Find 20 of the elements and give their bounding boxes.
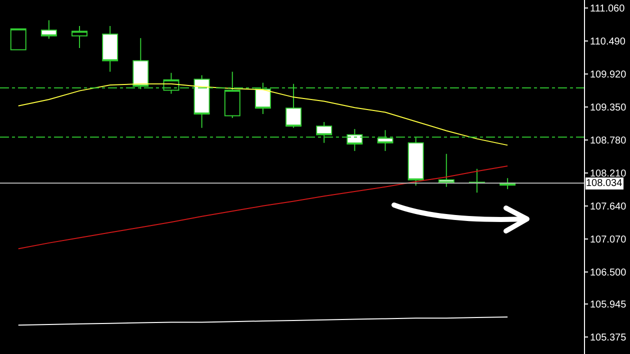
y-tick-label: 105.375	[590, 332, 627, 344]
line-series	[18, 166, 508, 250]
y-tick-label: 108.210	[590, 168, 627, 180]
y-tick-label: 109.920	[590, 70, 627, 81]
y-tick-label: 109.350	[590, 102, 627, 114]
candlestick	[438, 153, 454, 188]
line-series	[18, 83, 508, 146]
y-tick-label: 111.060	[590, 4, 626, 15]
candlestick	[72, 26, 88, 49]
line-series	[18, 316, 508, 326]
y-tick-label: 106.500	[590, 267, 627, 278]
candlestick	[40, 20, 57, 40]
ref-line-label: 108.034	[586, 178, 623, 189]
candlestick	[10, 28, 26, 50]
y-tick-label: 110.490	[590, 36, 626, 48]
candlestick	[102, 26, 118, 72]
y-tick-label: 107.640	[590, 201, 627, 212]
y-tick-label: 105.945	[590, 299, 627, 310]
y-tick-label: 108.780	[590, 135, 627, 146]
y-tick-label: 107.070	[590, 234, 627, 246]
